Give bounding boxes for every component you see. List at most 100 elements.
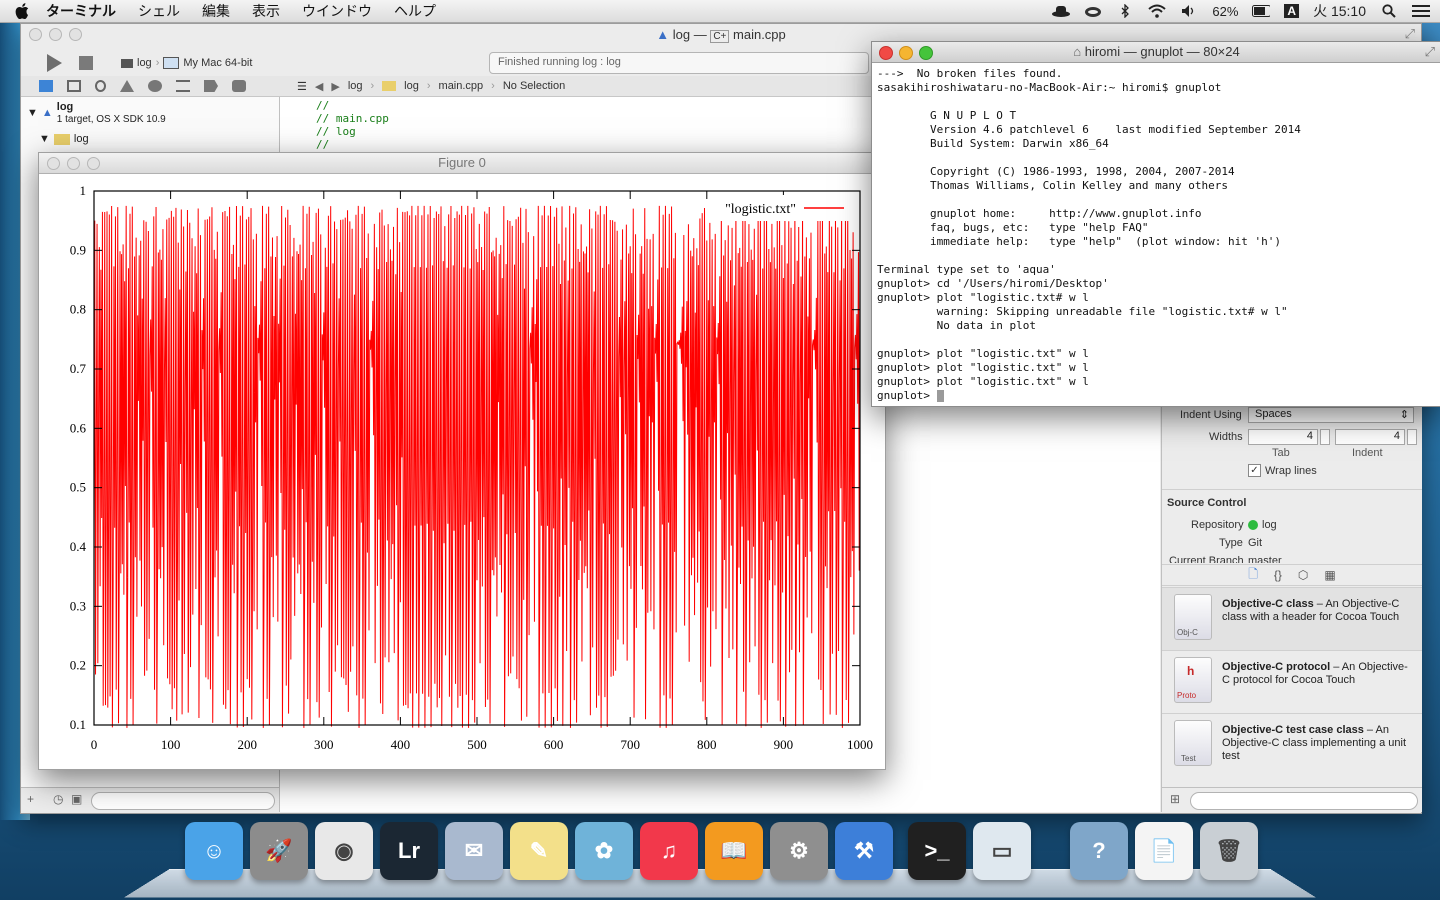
recent-icon[interactable]: ◷ bbox=[53, 792, 63, 806]
object-library-icon[interactable]: ⬡ bbox=[1298, 568, 1308, 582]
dock-app-documents[interactable]: 📄 bbox=[1135, 822, 1193, 880]
fullscreen-icon[interactable]: ⤢ bbox=[1405, 26, 1415, 42]
home-icon: ⌂ bbox=[1073, 44, 1081, 59]
indent-width-stepper[interactable] bbox=[1407, 429, 1417, 445]
jump-project[interactable]: log bbox=[348, 80, 363, 92]
template-item[interactable]: Obj-C Objective-C class – An Objective-C… bbox=[1162, 587, 1422, 650]
dock-app-system-preferences[interactable]: ⚙ bbox=[770, 822, 828, 880]
jump-selection[interactable]: No Selection bbox=[503, 80, 565, 92]
jump-file[interactable]: main.cpp bbox=[439, 80, 484, 92]
dock-app-mail[interactable]: ✉ bbox=[445, 822, 503, 880]
grid-view-icon[interactable]: ⊞ bbox=[1170, 792, 1180, 806]
scm-filter-icon[interactable]: ▣ bbox=[71, 792, 82, 806]
template-item[interactable]: h Proto Objective-C protocol – An Object… bbox=[1162, 650, 1422, 713]
indent-width-field[interactable]: 4 bbox=[1335, 429, 1405, 445]
project-row[interactable]: ▼ ▲ log 1 target, OS X SDK 10.9 bbox=[27, 101, 166, 125]
test-navigator-icon[interactable] bbox=[148, 80, 162, 92]
folder-icon[interactable] bbox=[39, 80, 53, 92]
terminal-line: ---> No broken files found. bbox=[877, 67, 1440, 81]
symbol-navigator-icon[interactable] bbox=[67, 80, 81, 92]
debug-navigator-icon[interactable] bbox=[176, 80, 190, 92]
dock-app-xcode[interactable]: ⚒ bbox=[835, 822, 893, 880]
menu-window[interactable]: ウインドウ bbox=[302, 1, 372, 21]
dock-app-lightroom[interactable]: Lr bbox=[380, 822, 438, 880]
wrap-lines-checkbox[interactable]: ✓ Wrap lines bbox=[1248, 464, 1317, 477]
wifi-icon[interactable] bbox=[1148, 3, 1166, 19]
navigator-filter-field[interactable] bbox=[91, 792, 275, 810]
menu-view[interactable]: 表示 bbox=[252, 1, 280, 21]
project-name: log bbox=[57, 101, 74, 113]
menu-edit[interactable]: 編集 bbox=[202, 1, 230, 21]
back-arrow-icon[interactable]: ◀ bbox=[315, 80, 323, 93]
dock-app-terminal[interactable]: >_ bbox=[908, 822, 966, 880]
disclosure-triangle-icon[interactable]: ▼ bbox=[39, 133, 50, 145]
tab-width-field[interactable]: 4 bbox=[1248, 429, 1318, 445]
terminal-output[interactable]: ---> No broken files found. sasakihiroshi… bbox=[872, 63, 1440, 403]
dock-app-launchpad[interactable]: 🚀 bbox=[250, 822, 308, 880]
menu-clock[interactable]: 火 15:10 bbox=[1313, 1, 1366, 21]
volume-icon[interactable] bbox=[1180, 3, 1198, 19]
bluetooth-icon[interactable] bbox=[1116, 3, 1134, 19]
media-library-icon[interactable]: ▦ bbox=[1324, 568, 1335, 582]
input-source-indicator[interactable]: A bbox=[1284, 4, 1299, 18]
log-navigator-icon[interactable] bbox=[232, 80, 246, 92]
template-name: Objective-C class bbox=[1222, 598, 1314, 610]
dock-app-help[interactable]: ? bbox=[1070, 822, 1128, 880]
library-filter-field[interactable] bbox=[1190, 792, 1418, 810]
code-snippet-library-icon[interactable]: {} bbox=[1274, 568, 1282, 582]
scheme-selector[interactable]: log › My Mac 64-bit bbox=[121, 57, 252, 69]
finder-icon: ☺ bbox=[203, 838, 225, 864]
group-row[interactable]: ▼ log bbox=[39, 133, 89, 145]
dock-app-ibooks[interactable]: 📖 bbox=[705, 822, 763, 880]
menu-shell[interactable]: シェル bbox=[138, 1, 180, 21]
run-button[interactable] bbox=[43, 52, 65, 74]
related-items-icon[interactable]: ☰ bbox=[297, 80, 307, 93]
type-value: Git bbox=[1248, 537, 1262, 549]
add-icon[interactable]: + bbox=[27, 792, 34, 806]
warning-icon[interactable] bbox=[120, 80, 134, 92]
jump-group[interactable]: log bbox=[404, 80, 419, 92]
dock-app-trash[interactable]: 🗑 bbox=[1200, 822, 1258, 880]
disclosure-triangle-icon[interactable]: ▼ bbox=[27, 107, 38, 119]
template-item[interactable]: Test Objective-C test case class – An Ob… bbox=[1162, 713, 1422, 776]
stop-button[interactable] bbox=[79, 56, 93, 70]
dock-app-google-chrome[interactable]: ◉ bbox=[315, 822, 373, 880]
dock-app-itunes[interactable]: ♫ bbox=[640, 822, 698, 880]
scheme-name: log bbox=[137, 57, 152, 69]
hat-icon[interactable] bbox=[1052, 3, 1070, 19]
spotlight-search-icon[interactable] bbox=[1380, 3, 1398, 19]
cloud-sync-icon[interactable] bbox=[1084, 3, 1102, 19]
minimize-button[interactable] bbox=[49, 28, 62, 41]
search-icon[interactable] bbox=[95, 80, 106, 92]
close-button[interactable] bbox=[879, 46, 893, 60]
y-tick-label: 0.6 bbox=[70, 420, 87, 435]
battery-icon[interactable] bbox=[1252, 3, 1270, 19]
forward-arrow-icon[interactable]: ▶ bbox=[331, 80, 339, 93]
tab-width-stepper[interactable] bbox=[1320, 429, 1330, 445]
dock-app-finder[interactable]: ☺ bbox=[185, 822, 243, 880]
code-line: // bbox=[316, 138, 389, 151]
jump-folder-icon bbox=[382, 81, 396, 91]
fullscreen-icon[interactable]: ⤢ bbox=[1425, 42, 1435, 62]
terminal-line: Version 4.6 patchlevel 6 last modified S… bbox=[877, 123, 1440, 137]
apple-menu-icon[interactable] bbox=[12, 1, 32, 21]
dock-app-stickies[interactable]: ✎ bbox=[510, 822, 568, 880]
close-button[interactable] bbox=[29, 28, 42, 41]
breakpoint-icon[interactable] bbox=[204, 80, 218, 92]
notification-center-icon[interactable] bbox=[1412, 3, 1430, 19]
close-button[interactable] bbox=[47, 157, 60, 170]
zoom-button[interactable] bbox=[69, 28, 82, 41]
terminal-line: Build System: Darwin x86_64 bbox=[877, 137, 1440, 151]
minimize-button[interactable] bbox=[899, 46, 913, 60]
menu-help[interactable]: ヘルプ bbox=[394, 1, 436, 21]
menu-app-terminal[interactable]: ターミナル bbox=[46, 1, 116, 21]
indent-using-popup[interactable]: Spaces ⇕ bbox=[1248, 407, 1414, 423]
dock-app-iphoto[interactable]: ✿ bbox=[575, 822, 633, 880]
zoom-button[interactable] bbox=[87, 157, 100, 170]
current-branch-label: Current Branch bbox=[1169, 555, 1244, 563]
dock-app-preview[interactable]: ▭ bbox=[973, 822, 1031, 880]
minimize-button[interactable] bbox=[67, 157, 80, 170]
objc-protocol-file-icon: h Proto bbox=[1174, 657, 1212, 703]
zoom-button[interactable] bbox=[919, 46, 933, 60]
file-template-library-icon[interactable]: 🗋 bbox=[1248, 565, 1258, 586]
